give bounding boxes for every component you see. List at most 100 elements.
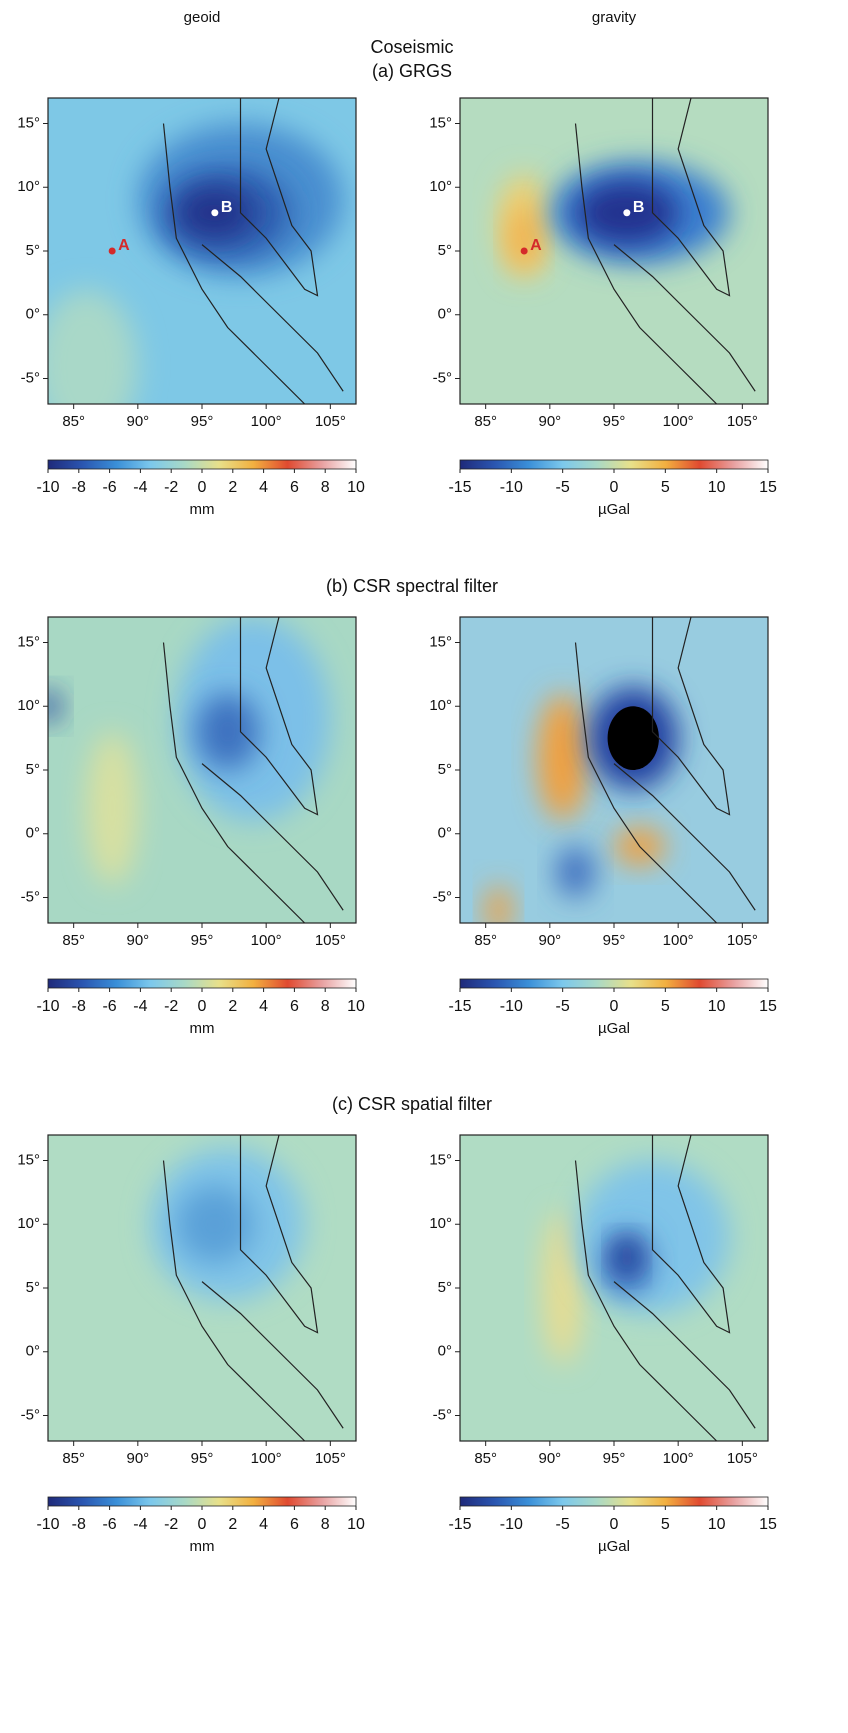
colorbar-tick-label: -8 <box>72 479 86 496</box>
point <box>623 209 631 217</box>
colorbar-tick-label: 8 <box>321 479 330 496</box>
x-tick-label: 90° <box>538 1450 561 1467</box>
coastline <box>201 763 344 911</box>
colorbar-tick-label: 4 <box>259 479 268 496</box>
x-tick-label: 85° <box>474 413 497 430</box>
colorbar-tick-label: 5 <box>661 1516 670 1533</box>
x-tick-label: 95° <box>191 1450 214 1467</box>
x-tick-label: 85° <box>62 1450 85 1467</box>
y-tick-label: 0° <box>26 825 40 842</box>
coastline <box>651 98 731 297</box>
colorbar-tick-label: -5 <box>556 479 570 496</box>
colorbar-unit: µGal <box>598 1538 630 1555</box>
x-tick-label: 100° <box>251 932 282 949</box>
x-tick-label: 85° <box>474 1450 497 1467</box>
colorbar-tick-label: 0 <box>610 998 619 1015</box>
x-tick-label: 105° <box>727 1450 758 1467</box>
colorbar-tick-label: -6 <box>102 479 116 496</box>
x-tick-label: 85° <box>62 413 85 430</box>
y-tick-label: 15° <box>17 114 40 131</box>
y-tick-label: -5° <box>433 369 452 386</box>
coastline <box>239 617 319 816</box>
panel-title: (a) GRGS <box>372 61 452 81</box>
y-tick-label: -5° <box>21 1406 40 1423</box>
colorbar-tick-label: 4 <box>259 1516 268 1533</box>
colorbar-tick-label: 0 <box>198 479 207 496</box>
anomaly <box>176 1186 254 1263</box>
trench <box>162 123 306 404</box>
x-tick-label: 90° <box>538 413 561 430</box>
y-tick-label: 5° <box>438 761 452 778</box>
colorbar-tick-label: 2 <box>228 479 237 496</box>
x-tick-label: 85° <box>474 932 497 949</box>
colorbar-tick-label: -10 <box>500 998 523 1015</box>
colorbar-tick-label: 0 <box>198 1516 207 1533</box>
colorbar-tick-label: 15 <box>759 998 777 1015</box>
y-tick-label: 15° <box>429 114 452 131</box>
point <box>211 209 219 217</box>
colorbar-tick-label: 0 <box>610 1516 619 1533</box>
anomaly <box>508 206 540 271</box>
coastline <box>651 617 731 816</box>
colorbar-unit: µGal <box>598 501 630 518</box>
x-tick-label: 95° <box>191 932 214 949</box>
map-field <box>48 98 356 404</box>
colorbar <box>47 1496 357 1507</box>
y-tick-label: 10° <box>17 1215 40 1232</box>
y-tick-label: 5° <box>438 242 452 259</box>
colorbar-tick-label: 10 <box>708 479 726 496</box>
y-tick-label: 0° <box>438 825 452 842</box>
colorbar-unit: mm <box>190 1020 215 1037</box>
x-tick-label: 100° <box>663 1450 694 1467</box>
coastline <box>239 1135 319 1334</box>
colorbar-tick-label: 8 <box>321 998 330 1015</box>
map-field <box>48 617 356 923</box>
colorbar-tick-label: 0 <box>198 998 207 1015</box>
y-tick-label: 10° <box>429 1215 452 1232</box>
colorbar-tick-label: -10 <box>36 998 59 1015</box>
colorbar <box>459 459 769 470</box>
point <box>520 247 528 255</box>
trench <box>574 642 718 923</box>
trench <box>574 123 718 404</box>
colorbar-tick-label: -2 <box>164 1516 178 1533</box>
colorbar-tick-label: 15 <box>759 1516 777 1533</box>
y-tick-label: 0° <box>438 306 452 323</box>
x-tick-label: 100° <box>251 413 282 430</box>
colorbar-tick-label: 2 <box>228 998 237 1015</box>
y-tick-label: 15° <box>17 1151 40 1168</box>
coastline <box>613 1281 756 1429</box>
x-tick-label: 105° <box>727 932 758 949</box>
anomaly <box>48 690 61 722</box>
coastline <box>201 1281 344 1429</box>
colorbar-tick-label: -10 <box>36 479 59 496</box>
x-tick-label: 105° <box>315 932 346 949</box>
trench <box>162 642 306 923</box>
coastline <box>239 98 319 297</box>
colorbar-tick-label: 10 <box>708 998 726 1015</box>
x-tick-label: 95° <box>603 413 626 430</box>
point-label: B <box>633 199 645 216</box>
colorbar-tick-label: 5 <box>661 479 670 496</box>
colorbar-tick-label: 10 <box>347 479 365 496</box>
figure-heading: Coseismic <box>370 37 453 57</box>
colorbar-tick-label: -8 <box>72 998 86 1015</box>
colorbar-unit: mm <box>190 1538 215 1555</box>
x-tick-label: 90° <box>126 932 149 949</box>
colorbar <box>459 1496 769 1507</box>
colorbar-unit: µGal <box>598 1020 630 1037</box>
colorbar-tick-label: -2 <box>164 479 178 496</box>
y-tick-label: -5° <box>21 888 40 905</box>
anomaly <box>48 289 138 404</box>
colorbar-tick-label: 5 <box>661 998 670 1015</box>
y-tick-label: -5° <box>433 1406 452 1423</box>
anomaly <box>86 731 138 885</box>
coastline <box>201 244 344 392</box>
colorbar-tick-label: -15 <box>448 1516 471 1533</box>
anomaly <box>614 1239 640 1273</box>
colorbar-tick-label: -4 <box>133 998 147 1015</box>
x-tick-label: 90° <box>126 1450 149 1467</box>
colorbar-tick-label: 10 <box>347 998 365 1015</box>
